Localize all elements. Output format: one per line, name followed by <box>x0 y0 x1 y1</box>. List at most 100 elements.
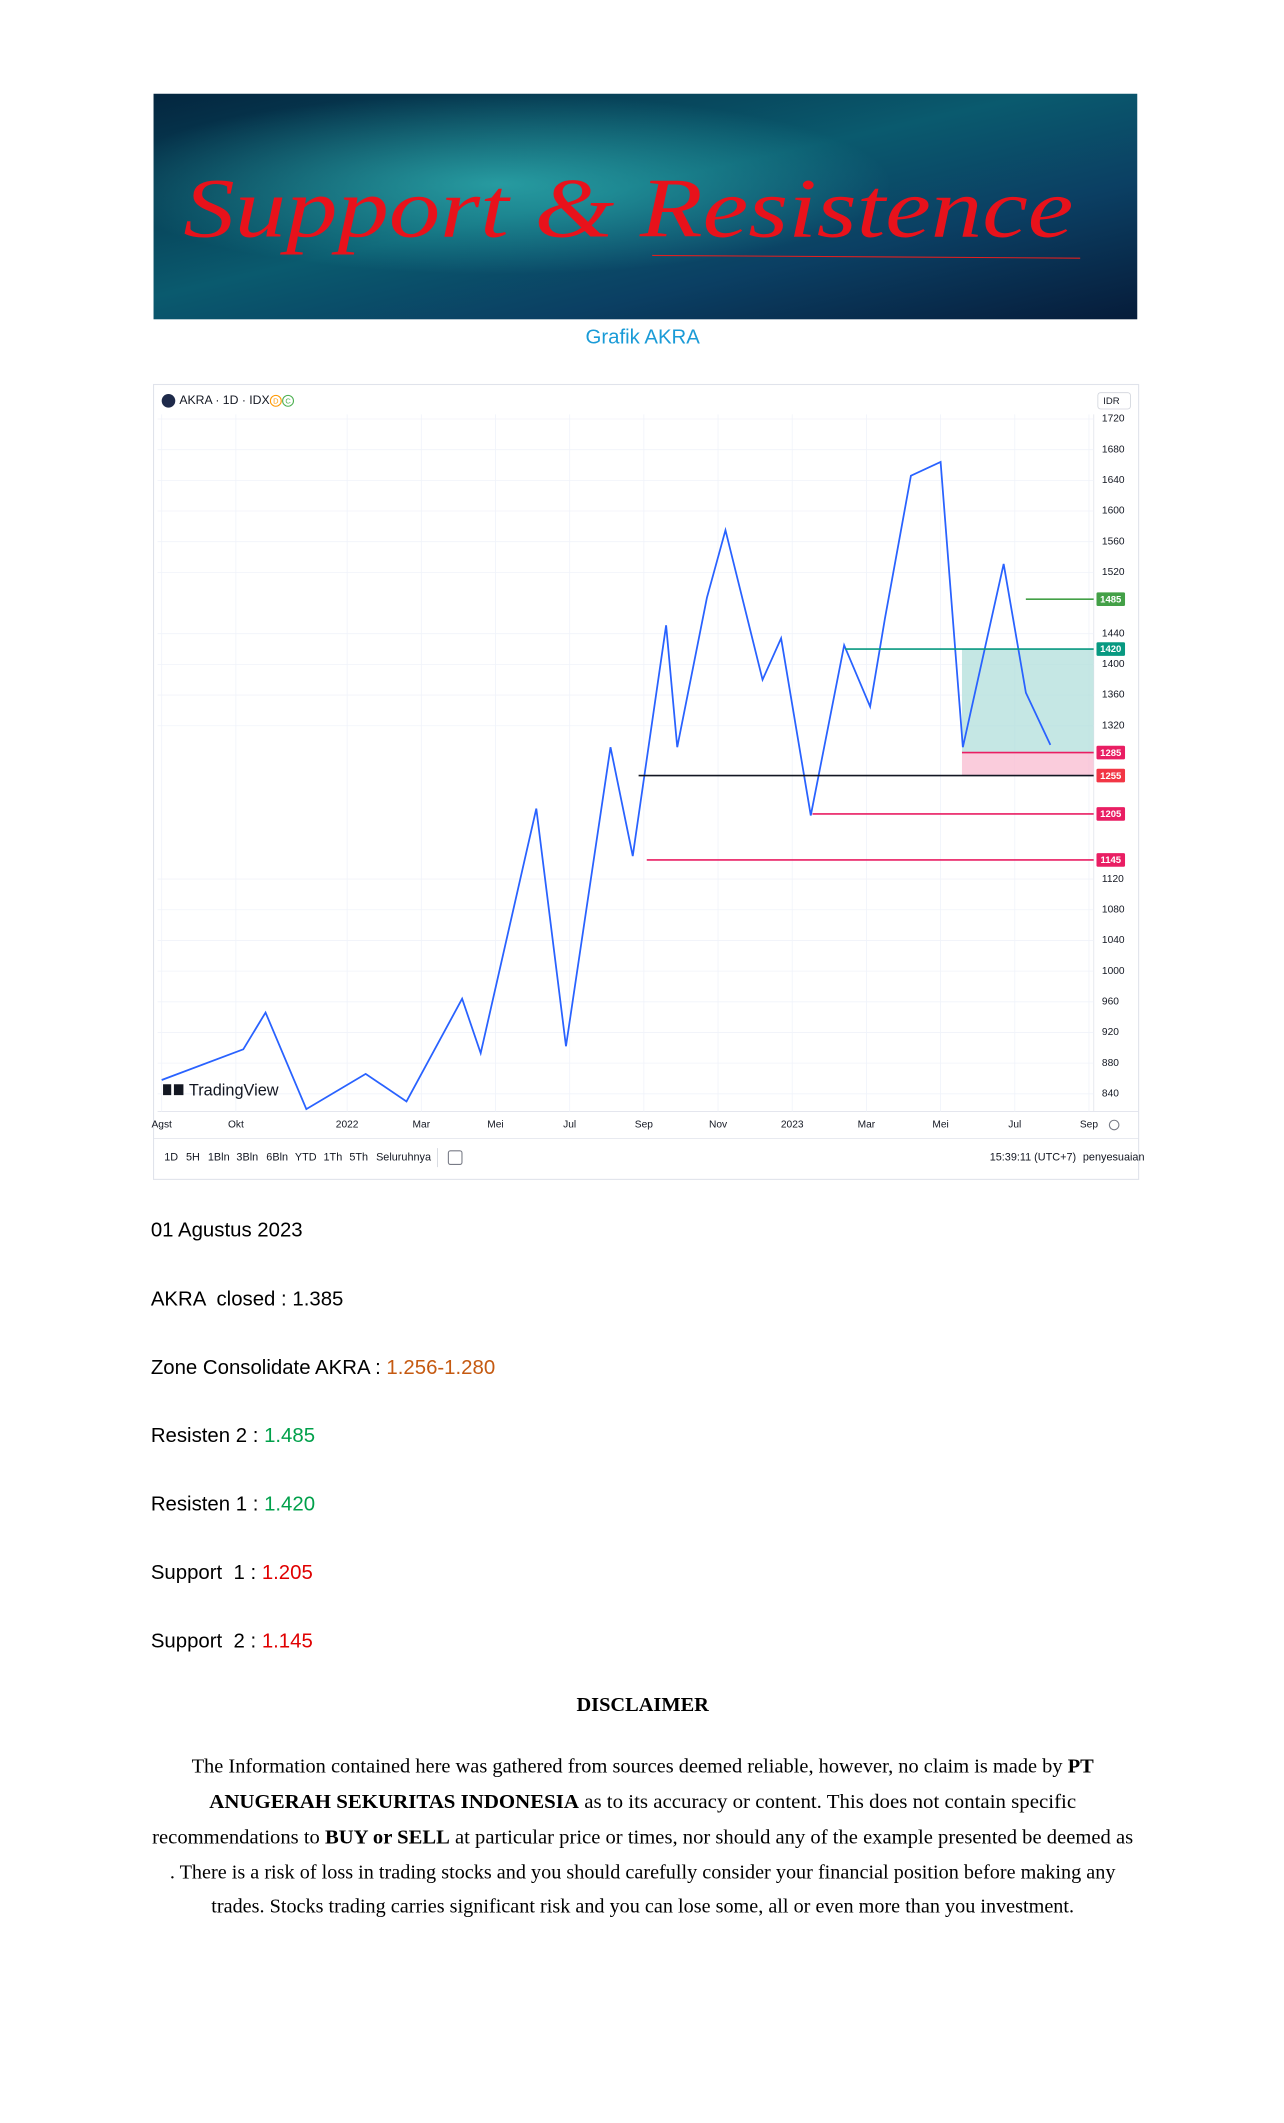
y-tick-label: 1720 <box>1102 414 1125 425</box>
y-tick-label: 1560 <box>1102 536 1125 547</box>
x-tick-label: Sep <box>635 1120 653 1131</box>
report-label: Resisten 1 : <box>151 1494 264 1516</box>
disclaimer-line: trades. Stocks trading carries significa… <box>211 1895 1074 1917</box>
disclaimer-line: recommendations to BUY or SELL at partic… <box>152 1826 1133 1848</box>
symbol-title: AKRA · 1D · IDX <box>179 393 269 407</box>
disclaimer-text: . There is a risk of loss in trading sto… <box>170 1861 1116 1883</box>
level-label-box <box>1096 853 1126 867</box>
level-label: 1420 <box>1100 644 1121 655</box>
banner: Support & Resistence <box>153 93 1138 320</box>
range-button[interactable]: 1D <box>164 1152 178 1164</box>
report-label: Zone Consolidate AKRA : <box>151 1357 387 1379</box>
y-tick-label: 1360 <box>1102 690 1125 701</box>
report-value: 1.205 <box>262 1563 313 1585</box>
badge-text: D <box>273 396 279 405</box>
y-tick-label: 880 <box>1102 1058 1119 1069</box>
watermark-logo <box>163 1084 172 1096</box>
banner-underline <box>652 254 1081 259</box>
range-button[interactable]: YTD <box>295 1152 317 1164</box>
range-button[interactable]: 1Bln <box>208 1152 230 1164</box>
disclaimer: The Information contained here was gathe… <box>152 1755 1133 1917</box>
range-button[interactable]: Seluruhnya <box>376 1152 432 1164</box>
disclaimer-line: The Information contained here was gathe… <box>192 1755 1095 1777</box>
x-tick-label: Mei <box>487 1120 503 1131</box>
calendar-icon[interactable] <box>447 1150 463 1165</box>
y-tick-label: 1440 <box>1102 628 1125 639</box>
level-label-box <box>1096 642 1126 656</box>
report-label: AKRA closed : <box>151 1289 293 1311</box>
disclaimer-line: . There is a risk of loss in trading sto… <box>170 1861 1116 1883</box>
adjust-toggle[interactable]: penyesuaian <box>1083 1152 1145 1164</box>
x-tick-label: Okt <box>228 1120 244 1131</box>
level-label: 1485 <box>1100 594 1122 605</box>
y-tick-label: 920 <box>1102 1027 1119 1038</box>
report-line: Resisten 2 : 1.485 <box>151 1426 315 1448</box>
banner-title: Support & Resistence <box>183 163 1073 256</box>
y-tick-label: 960 <box>1102 996 1119 1007</box>
y-tick-label: 1000 <box>1102 966 1125 977</box>
y-tick-label: 1320 <box>1102 720 1125 731</box>
report-value: 1.485 <box>264 1426 315 1448</box>
level-label-box <box>1096 768 1126 783</box>
report-value: 1.256-1.280 <box>386 1357 495 1379</box>
y-tick-label: 1600 <box>1102 506 1125 517</box>
disclaimer-line: ANUGERAH SEKURITAS INDONESIA as to its a… <box>209 1791 1076 1813</box>
disclaimer-text: BUY or SELL <box>325 1826 450 1848</box>
level-label-box <box>1096 807 1126 821</box>
x-tick-label: Mar <box>858 1120 876 1131</box>
level-label: 1285 <box>1100 748 1122 759</box>
report-label: Resisten 2 : <box>151 1426 264 1448</box>
x-tick-label: Jul <box>1008 1120 1021 1131</box>
x-tick-label: Jul <box>563 1120 576 1131</box>
chart: AKRA · 1D · IDX IDR D C 1720 1680 1640 1600 15… <box>151 383 1145 1180</box>
report-date: 01 Agustus 2023 <box>151 1219 303 1241</box>
currency-box[interactable] <box>1097 392 1131 410</box>
disclaimer-text: as to its accuracy or content. This does… <box>579 1791 1076 1813</box>
disclaimer-text: trades. Stocks trading carries significa… <box>211 1895 1074 1917</box>
badge <box>282 394 295 407</box>
level-label: 1255 <box>1100 771 1122 782</box>
disclaimer-text: recommendations to <box>152 1826 325 1848</box>
y-tick-label: 1400 <box>1102 659 1125 670</box>
report: 01 Agustus 2023 AKRA closed : 1.385 Zone … <box>151 1219 495 1653</box>
disclaimer-text: PT <box>1068 1755 1094 1777</box>
report-label: Support 2 : <box>151 1631 262 1653</box>
plot-area <box>161 460 1094 1111</box>
x-tick-label: 2022 <box>336 1120 359 1131</box>
level-label-box <box>1096 745 1126 760</box>
x-tick-label: Agst <box>151 1120 172 1131</box>
report-line: AKRA closed : 1.385 <box>151 1289 344 1311</box>
watermark-logo <box>173 1084 184 1096</box>
badge-text: C <box>285 396 291 405</box>
x-tick-label: Mar <box>413 1120 431 1131</box>
y-tick-label: 1080 <box>1102 904 1125 915</box>
level-label-box <box>1096 592 1126 607</box>
report-line: Resisten 1 : 1.420 <box>151 1494 315 1516</box>
y-tick-label: 840 <box>1102 1088 1119 1099</box>
report-label: Support 1 : <box>151 1563 262 1585</box>
chart-frame <box>152 383 1140 1180</box>
range-button[interactable]: 3Bln <box>236 1152 258 1164</box>
disclaimer-text: at particular price or times, nor should… <box>450 1826 1133 1848</box>
symbol-logo <box>161 394 176 408</box>
badge <box>269 394 282 407</box>
level-label: 1205 <box>1100 809 1122 820</box>
report-value: 1.385 <box>292 1289 343 1311</box>
y-tick-label: 1640 <box>1102 475 1125 486</box>
range-button[interactable]: 5Th <box>349 1152 368 1164</box>
range-button[interactable]: 1Th <box>324 1152 343 1164</box>
disclaimer-text: ANUGERAH SEKURITAS INDONESIA <box>209 1791 579 1813</box>
settings-icon[interactable] <box>1108 1119 1120 1131</box>
price-line <box>161 460 1052 1111</box>
range-button[interactable]: 5H <box>186 1152 200 1164</box>
zone <box>961 752 1094 776</box>
level-label: 1145 <box>1100 855 1121 866</box>
chart-caption: Grafik AKRA <box>585 327 700 349</box>
y-tick-label: 1120 <box>1102 874 1124 885</box>
watermark: TradingView <box>189 1081 279 1099</box>
clock: 15:39:11 (UTC+7) <box>990 1152 1076 1164</box>
x-tick-label: 2023 <box>781 1120 804 1131</box>
disclaimer-text: The Information contained here was gathe… <box>192 1755 1068 1777</box>
range-button[interactable]: 6Bln <box>266 1152 288 1164</box>
